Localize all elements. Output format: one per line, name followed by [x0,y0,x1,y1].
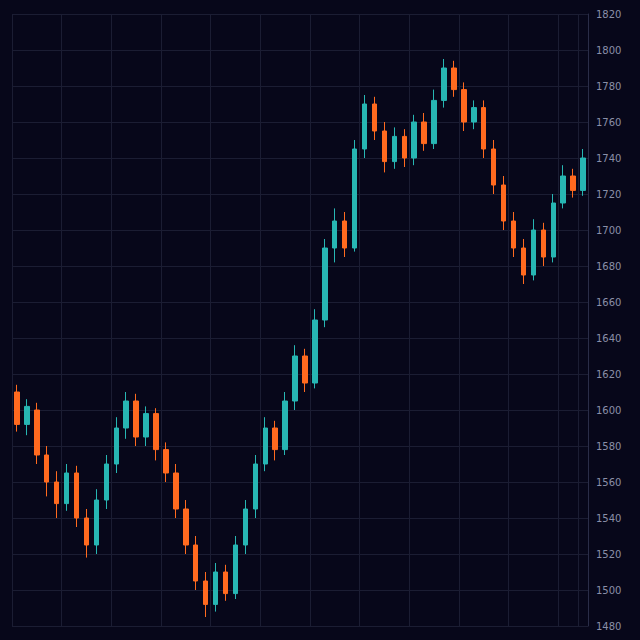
svg-text:1820: 1820 [596,9,621,20]
svg-text:1740: 1740 [596,153,621,164]
svg-text:1640: 1640 [596,333,621,344]
svg-text:1560: 1560 [596,477,621,488]
svg-text:1540: 1540 [596,513,621,524]
svg-text:1620: 1620 [596,369,621,380]
svg-text:1720: 1720 [596,189,621,200]
svg-text:1760: 1760 [596,117,621,128]
svg-text:1700: 1700 [596,225,621,236]
svg-text:1680: 1680 [596,261,621,272]
svg-text:1480: 1480 [596,621,621,632]
svg-text:1600: 1600 [596,405,621,416]
svg-text:1520: 1520 [596,549,621,560]
svg-text:1500: 1500 [596,585,621,596]
svg-text:1800: 1800 [596,45,621,56]
svg-text:1660: 1660 [596,297,621,308]
svg-text:1780: 1780 [596,81,621,92]
svg-text:1580: 1580 [596,441,621,452]
